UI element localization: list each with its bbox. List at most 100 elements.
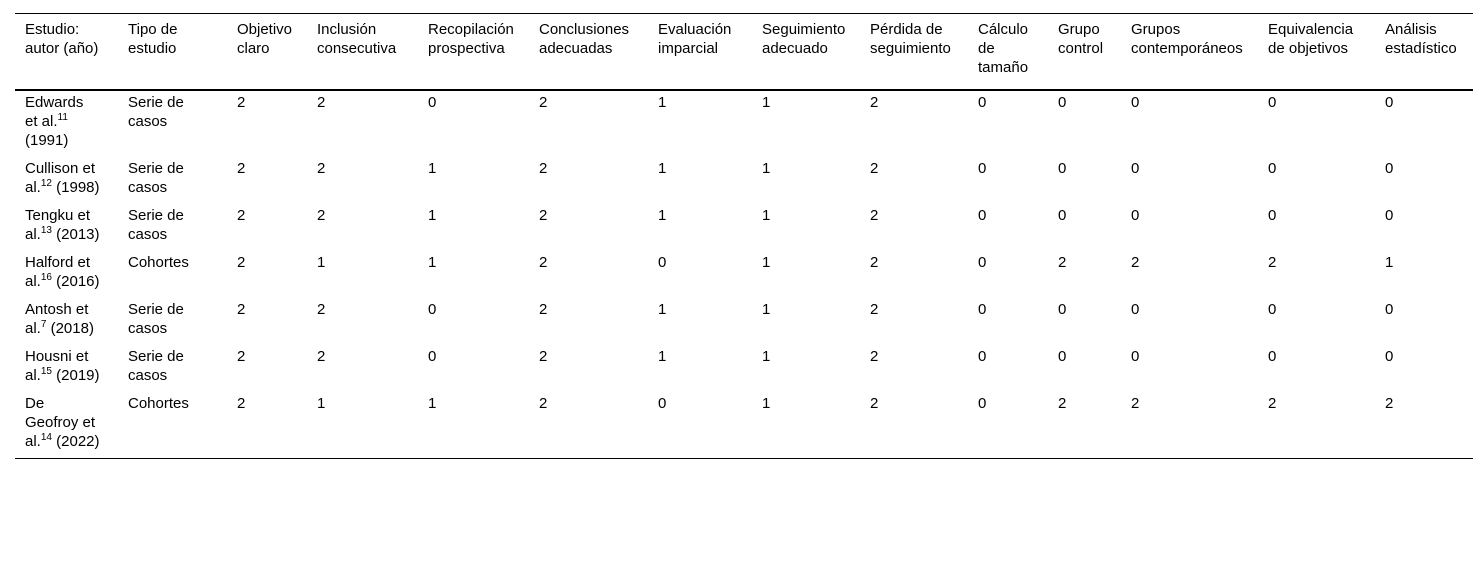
- score-cell: 2: [237, 94, 246, 111]
- score-cell: 1: [658, 301, 667, 318]
- score-cell: 0: [978, 254, 987, 271]
- score-cell: 2: [1385, 395, 1394, 412]
- score-cell: 2: [539, 395, 548, 412]
- table-row: Cullison et al.12 (1998) Serie de casos 2 2…: [15, 157, 1473, 204]
- study-year: (1998): [56, 179, 100, 196]
- study-type-cell: Cohortes: [128, 395, 189, 412]
- table-body: Edwards et al.11 (1991) Serie de casos 2 2 0…: [15, 90, 1473, 459]
- table-row: Housni et al.15 (2019) Serie de casos 2 2 0 2…: [15, 345, 1473, 392]
- header-row: Estudio: autor (año) Tipo de estudio Objet…: [15, 14, 1473, 90]
- reference-superscript: 15: [40, 366, 52, 377]
- score-cell: 1: [762, 395, 771, 412]
- study-author: Halford et al.: [25, 254, 91, 290]
- score-cell: 1: [658, 348, 667, 365]
- score-cell: 2: [539, 94, 548, 111]
- table-header: Estudio: autor (año) Tipo de estudio Objet…: [15, 14, 1473, 90]
- score-cell: 2: [1058, 395, 1067, 412]
- score-cell: 1: [762, 348, 771, 365]
- column-header: Cálculo de tamaño: [978, 21, 1029, 76]
- study-type-cell: Serie de casos: [128, 160, 184, 196]
- reference-superscript: 14: [40, 432, 52, 443]
- study-type-cell: Serie de casos: [128, 301, 184, 337]
- column-header: Inclusión consecutiva: [317, 21, 397, 57]
- score-cell: 2: [237, 348, 246, 365]
- score-cell: 2: [317, 348, 326, 365]
- score-cell: 2: [237, 254, 246, 271]
- paper-table-container: Estudio: autor (año) Tipo de estudio Objet…: [15, 13, 1473, 459]
- score-cell: 0: [978, 94, 987, 111]
- score-cell: 2: [237, 301, 246, 318]
- study-author: Tengku et al.: [25, 207, 91, 243]
- study-author: Cullison et al.: [25, 160, 96, 196]
- score-cell: 1: [762, 254, 771, 271]
- score-cell: 1: [762, 301, 771, 318]
- score-cell: 2: [1058, 254, 1067, 271]
- score-cell: 1: [762, 94, 771, 111]
- column-header: Grupos contemporáneos: [1131, 21, 1243, 57]
- score-cell: 0: [658, 254, 667, 271]
- score-cell: 0: [1268, 94, 1277, 111]
- study-author: Housni et al.: [25, 348, 89, 384]
- score-cell: 2: [1131, 395, 1140, 412]
- column-header: Conclusiones adecuadas: [539, 21, 630, 57]
- score-cell: 1: [658, 207, 667, 224]
- study-type-cell: Serie de casos: [128, 94, 184, 130]
- study-year: (2019): [56, 367, 100, 384]
- score-cell: 0: [1058, 207, 1067, 224]
- score-cell: 2: [539, 207, 548, 224]
- score-cell: 0: [1058, 348, 1067, 365]
- score-cell: 2: [870, 254, 879, 271]
- reference-superscript: 16: [40, 272, 52, 283]
- study-author: Antosh et al.: [25, 301, 89, 337]
- score-cell: 0: [1131, 94, 1140, 111]
- score-cell: 2: [870, 207, 879, 224]
- score-cell: 0: [1268, 348, 1277, 365]
- reference-superscript: 12: [40, 178, 52, 189]
- table-row: Halford et al.16 (2016) Cohortes 2 1 1 2 0 1 2 0 2…: [15, 251, 1473, 298]
- column-header: Equivalencia de objetivos: [1268, 21, 1354, 57]
- score-cell: 0: [1058, 301, 1067, 318]
- score-cell: 1: [428, 160, 437, 177]
- score-cell: 2: [539, 301, 548, 318]
- score-cell: 2: [539, 348, 548, 365]
- score-cell: 2: [1131, 254, 1140, 271]
- score-cell: 1: [658, 160, 667, 177]
- column-header: Análisis estadístico: [1385, 21, 1457, 57]
- score-cell: 2: [539, 254, 548, 271]
- score-cell: 2: [317, 301, 326, 318]
- table-row: Antosh et al.7 (2018) Serie de casos 2 2 0 2 1…: [15, 298, 1473, 345]
- column-header: Grupo control: [1058, 21, 1104, 57]
- score-cell: 0: [1131, 301, 1140, 318]
- study-year: (2013): [56, 226, 100, 243]
- score-cell: 1: [428, 395, 437, 412]
- score-cell: 2: [870, 301, 879, 318]
- score-cell: 0: [1385, 94, 1394, 111]
- score-cell: 2: [1268, 395, 1277, 412]
- column-header: Recopilación prospectiva: [428, 21, 514, 57]
- score-cell: 0: [978, 348, 987, 365]
- score-cell: 0: [1385, 348, 1394, 365]
- score-cell: 0: [428, 301, 437, 318]
- study-year: (2022): [56, 433, 100, 450]
- score-cell: 0: [1131, 348, 1140, 365]
- study-cell: Edwards et al.11 (1991): [15, 90, 128, 157]
- reference-superscript: 11: [57, 112, 68, 123]
- score-cell: 2: [317, 94, 326, 111]
- column-header: Pérdida de seguimiento: [870, 21, 951, 57]
- reference-superscript: 7: [40, 319, 47, 330]
- study-cell: Antosh et al.7 (2018): [15, 298, 128, 345]
- study-year: (1991): [25, 132, 69, 149]
- study-cell: De Geofroy et al.14 (2022): [15, 392, 128, 459]
- column-header: Evaluación imparcial: [658, 21, 732, 57]
- quality-assessment-table: Estudio: autor (año) Tipo de estudio Objet…: [15, 13, 1473, 459]
- score-cell: 1: [1385, 254, 1394, 271]
- score-cell: 2: [1268, 254, 1277, 271]
- study-type-cell: Cohortes: [128, 254, 189, 271]
- score-cell: 1: [762, 207, 771, 224]
- column-header: Tipo de estudio: [128, 21, 178, 57]
- study-cell: Cullison et al.12 (1998): [15, 157, 128, 204]
- score-cell: 0: [978, 301, 987, 318]
- study-cell: Housni et al.15 (2019): [15, 345, 128, 392]
- column-header: Estudio: autor (año): [25, 21, 99, 57]
- score-cell: 2: [317, 207, 326, 224]
